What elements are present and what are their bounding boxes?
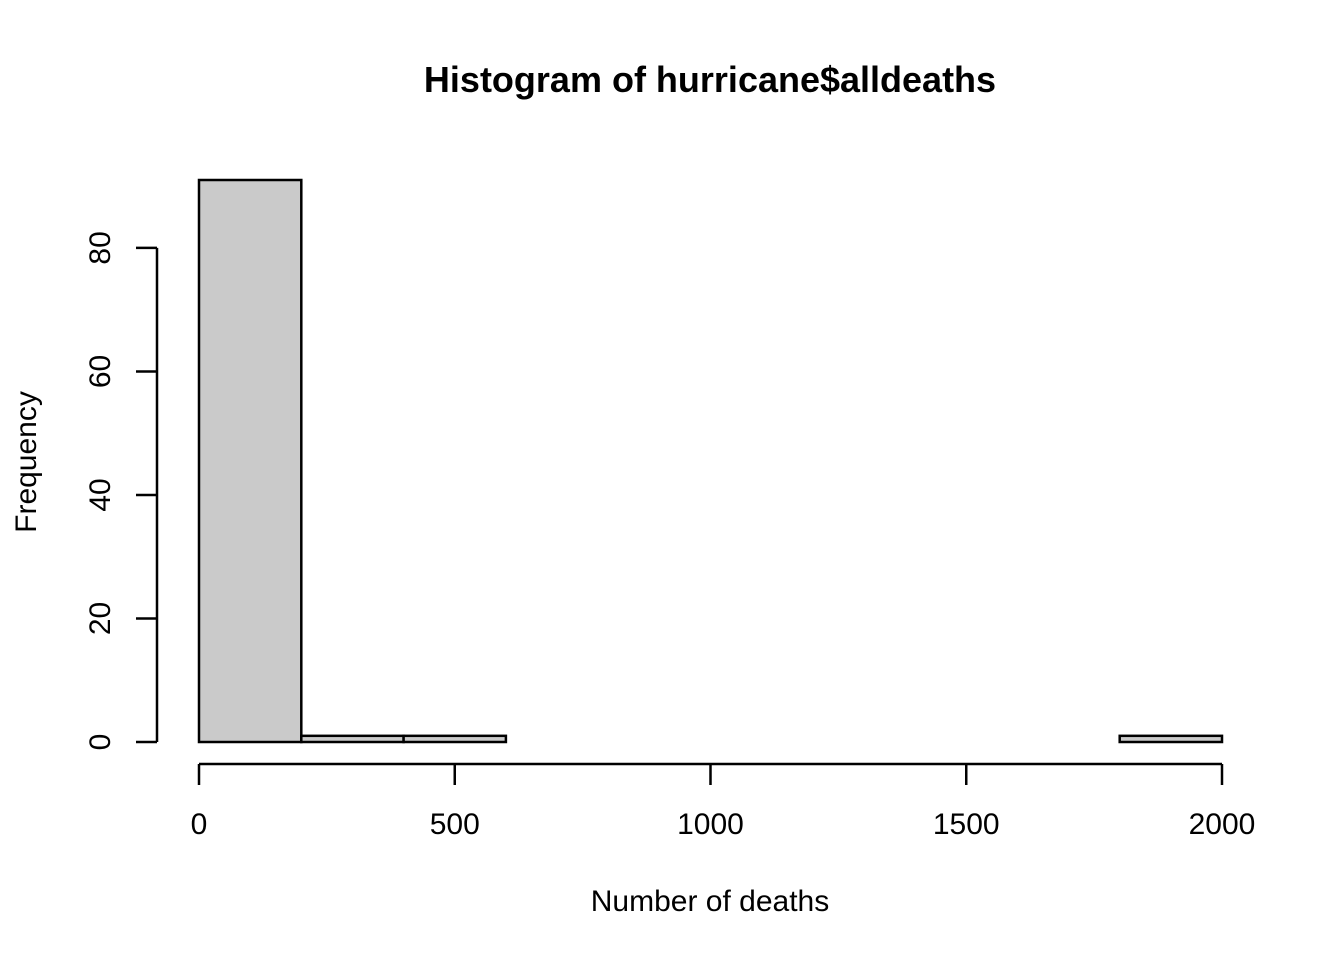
y-tick-label: 60	[84, 355, 117, 388]
histogram-bar	[402, 734, 508, 744]
y-tick-label: 0	[84, 734, 117, 751]
x-tick-label: 2000	[1189, 808, 1256, 841]
y-axis-label: Frequency	[10, 391, 43, 533]
y-axis: 0 20 40 60 80	[84, 231, 159, 751]
x-tick-label: 500	[430, 808, 480, 841]
y-tick-label: 80	[84, 231, 117, 264]
y-tick-label: 40	[84, 478, 117, 511]
histogram-bar	[197, 178, 303, 744]
x-tick-label: 0	[191, 808, 208, 841]
chart-title: Histogram of hurricane$alldeaths	[424, 59, 996, 100]
histogram-bar	[1118, 734, 1224, 744]
histogram-bar	[300, 734, 405, 744]
x-tick-label: 1000	[677, 808, 744, 841]
x-axis: 0 500 1000 1500 2000	[191, 762, 1256, 841]
bars-group	[197, 178, 1224, 744]
x-axis-label: Number of deaths	[591, 885, 829, 918]
x-tick-label: 1500	[933, 808, 1000, 841]
y-tick-label: 20	[84, 602, 117, 635]
